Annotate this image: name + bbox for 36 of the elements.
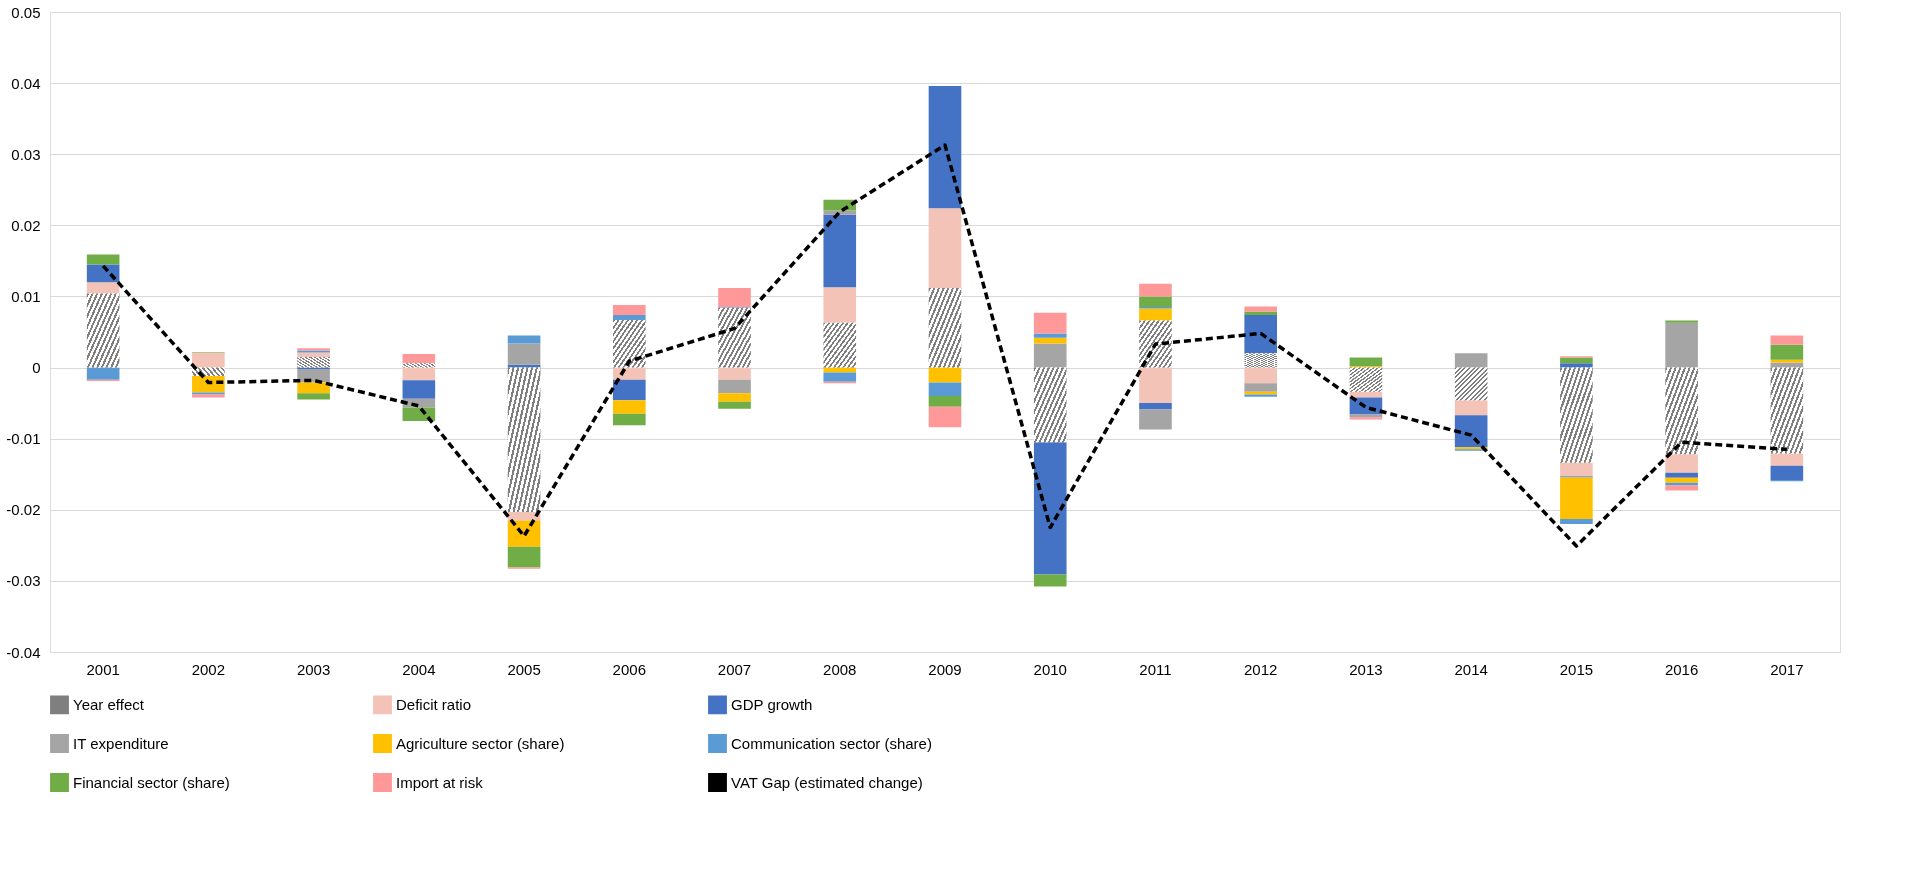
x-tick-label: 2008: [823, 660, 857, 678]
x-tick-label: 2016: [1664, 660, 1699, 678]
x-tick-label: 2011: [1139, 660, 1172, 678]
x-tick-label: 2005: [507, 660, 541, 678]
x-tick-label: 2002: [191, 660, 226, 678]
y-tick-label: 0.01: [11, 287, 41, 305]
legend-label: VAT Gap (estimated change): [731, 773, 923, 791]
x-tick-label: 2009: [928, 660, 962, 678]
legend-label: Import at risk: [396, 773, 484, 791]
y-tick-label: -0.01: [6, 430, 41, 448]
legend-label: Deficit ratio: [396, 695, 472, 713]
x-tick-label: 2017: [1770, 660, 1804, 678]
y-tick-label: -0.03: [6, 572, 41, 590]
x-tick-label: 2010: [1033, 660, 1067, 678]
x-tick-label: 2001: [86, 660, 120, 678]
x-tick-label: 2013: [1349, 660, 1383, 678]
legend-label: IT expenditure: [73, 734, 169, 752]
y-tick-label: 0.04: [11, 74, 41, 92]
x-tick-label: 2006: [612, 660, 646, 678]
y-tick-label: 0.05: [11, 3, 41, 21]
legend-label: Communication sector (share): [731, 734, 932, 752]
legend-label: Agriculture sector (share): [396, 734, 565, 752]
y-tick-label: -0.02: [6, 501, 41, 519]
legend-label: GDP growth: [731, 695, 813, 713]
y-tick-label: 0.03: [11, 145, 41, 163]
legend-label: Year effect: [73, 695, 145, 713]
y-tick-label: -0.04: [6, 643, 41, 661]
x-tick-label: 2004: [402, 660, 436, 678]
legend-label: Financial sector (share): [73, 773, 230, 791]
x-tick-label: 2015: [1559, 660, 1594, 678]
x-tick-label: 2012: [1244, 660, 1278, 678]
y-tick-label: 0: [32, 359, 41, 377]
y-tick-label: 0.02: [11, 216, 41, 234]
x-tick-label: 2014: [1454, 660, 1488, 678]
x-tick-label: 2003: [296, 660, 331, 678]
x-tick-label: 2007: [717, 660, 752, 678]
